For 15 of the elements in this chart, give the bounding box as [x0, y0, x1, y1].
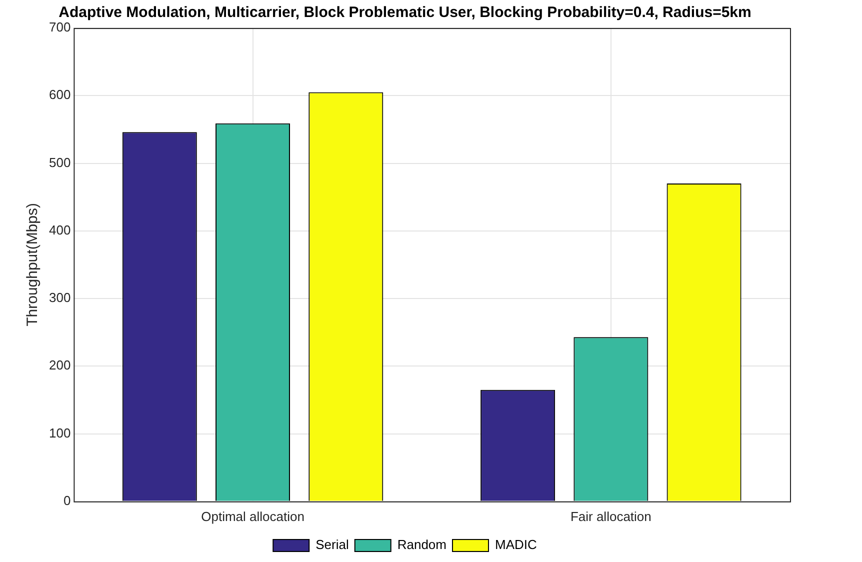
y-tick-label: 700	[48, 20, 71, 35]
y-tick-label: 200	[48, 358, 71, 373]
y-tick-label: 100	[48, 425, 71, 440]
x-tick-label: Optimal allocation	[201, 508, 304, 524]
legend-label: Serial	[316, 537, 349, 552]
legend-label: Random	[397, 537, 446, 552]
y-tick-label: 500	[48, 154, 71, 170]
chart-title: Adaptive Modulation, Multicarrier, Block Problematic User, Blocking Probability=0.4, Radius=5km	[58, 4, 752, 22]
y-tick-label: 600	[48, 87, 71, 102]
y-tick-label: 400	[48, 222, 71, 238]
y-tick-label: 300	[48, 290, 71, 306]
y-axis-title: Throughput(Mbps)	[24, 202, 42, 326]
x-tick-label: Fair allocation	[570, 508, 652, 524]
legend-label: MADIC	[494, 537, 537, 552]
y-tick-label: 0	[63, 492, 71, 508]
